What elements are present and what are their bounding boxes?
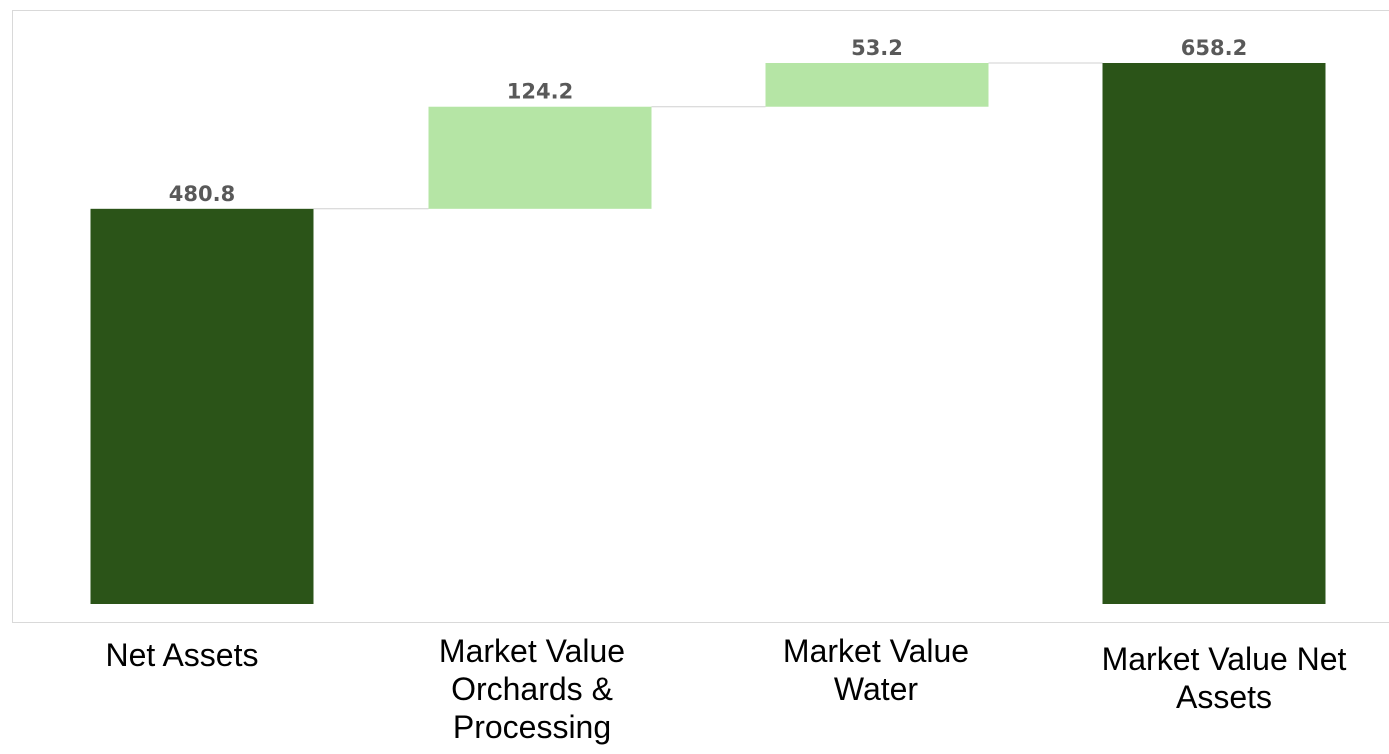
x-tick-label: Net Assets	[105, 637, 259, 673]
plot-frame	[12, 10, 1389, 623]
x-tick-label: Market Value Water	[782, 633, 970, 707]
bar	[1102, 63, 1326, 604]
bar	[765, 63, 989, 107]
chart: 480.8 124.2 53.2 658.2	[12, 10, 1389, 623]
data-label: 53.2	[851, 36, 903, 60]
x-tick-label: Market Value Net Assets	[1101, 641, 1347, 715]
bar	[90, 208, 314, 605]
x-tick-label: Market Value Orchards & Processing	[438, 633, 626, 745]
data-label: 658.2	[1181, 36, 1247, 60]
data-label: 480.8	[169, 182, 235, 206]
bar	[428, 106, 652, 209]
data-label: 124.2	[507, 80, 573, 104]
